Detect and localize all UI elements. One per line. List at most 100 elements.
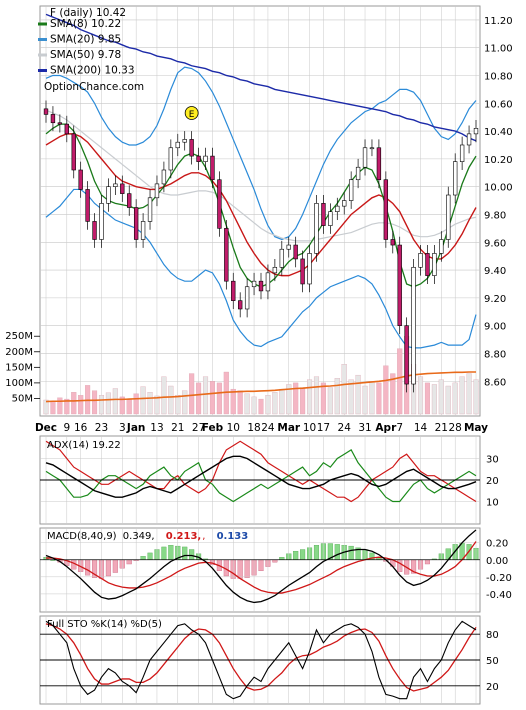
volume-bar xyxy=(50,401,56,415)
candle-body xyxy=(279,248,284,268)
volume-bar xyxy=(459,376,465,415)
date-tick-label: 14 xyxy=(414,422,428,434)
macd-histogram-bar xyxy=(334,544,340,560)
volume-bar xyxy=(57,397,63,415)
panel-tick-label: 0.00 xyxy=(486,556,508,567)
candle-body xyxy=(411,266,416,385)
bollinger-lower-line xyxy=(45,188,477,349)
candle-body xyxy=(92,221,97,240)
date-tick-label: 18 xyxy=(247,422,260,434)
volume-bar xyxy=(126,398,132,415)
macd-histogram-bar xyxy=(258,559,264,572)
volume-bar xyxy=(237,390,243,415)
macd-histogram-bar xyxy=(313,545,320,560)
volume-bar xyxy=(147,392,153,415)
price-tick-label: 10.40 xyxy=(484,127,513,138)
volume-bar xyxy=(230,388,236,415)
macd-histogram-bar xyxy=(293,551,299,560)
volume-bar xyxy=(313,376,320,415)
macd-histogram-bar xyxy=(105,559,111,577)
macd-histogram-bar xyxy=(147,552,153,560)
candle-body xyxy=(140,221,146,240)
candle-body xyxy=(78,169,83,190)
price-tick-label: 10.80 xyxy=(484,71,513,82)
volume-tick-label: 50M xyxy=(12,393,33,404)
date-tick-label: 21 xyxy=(171,422,184,434)
panel-tick-label: 50 xyxy=(486,656,499,667)
macd-histogram-bar xyxy=(182,546,188,560)
candle-body xyxy=(50,114,56,124)
price-panel: 11.20 11.00 10.80 10.60 10.40 10.20 10.00 9.80 9… xyxy=(5,5,513,417)
volume-bar xyxy=(348,379,354,415)
panel-tick-label: 30 xyxy=(486,455,499,466)
adx-panel: 30 20 10 ADX(14) 19.22 xyxy=(39,435,499,525)
stochastic-d-line xyxy=(45,623,477,692)
volume-bar xyxy=(424,382,430,415)
volume-axis: 250M 200M 150M 100M 50M xyxy=(5,331,40,404)
macd-value: 0.349, xyxy=(123,531,155,542)
candle-body xyxy=(439,239,444,254)
candle-body xyxy=(307,253,312,285)
candle-body xyxy=(369,147,375,150)
volume-bar xyxy=(92,390,98,415)
date-tick-label: 3 xyxy=(119,422,126,434)
price-tick-label: 10.20 xyxy=(484,155,513,166)
macd-histogram-bar xyxy=(424,559,430,565)
source-label: OptionChance.com xyxy=(44,81,144,93)
date-tick-label: 7 xyxy=(396,422,403,434)
candle-body xyxy=(328,211,333,226)
volume-bar xyxy=(140,386,146,415)
date-tick-label: 24 xyxy=(338,422,352,434)
candlesticks xyxy=(43,100,479,393)
date-tick-label: 28 xyxy=(449,422,462,434)
volume-bar xyxy=(64,398,70,415)
candle-body xyxy=(71,133,76,171)
candle-body xyxy=(453,161,458,196)
price-tick-label: 9.40 xyxy=(484,266,506,277)
macd-hist-value: 0.133 xyxy=(217,531,249,542)
date-tick-label: 31 xyxy=(358,422,371,434)
candle-body xyxy=(446,194,451,240)
legend-item-label: SMA(200) 10.33 xyxy=(50,65,135,77)
panel-tick-label: 0.20 xyxy=(486,539,508,550)
volume-bar xyxy=(431,384,437,415)
price-tick-label: 9.80 xyxy=(484,210,506,221)
volume-tick-label: 200M xyxy=(5,347,33,358)
candle-body xyxy=(210,155,215,181)
volume-bar xyxy=(473,379,479,415)
candle-body xyxy=(473,128,479,135)
candle-body xyxy=(404,325,409,385)
candle-body xyxy=(383,179,389,240)
candle-body xyxy=(113,183,118,187)
volume-bar xyxy=(383,365,389,415)
candle-body xyxy=(85,189,90,222)
macd-histogram-bar xyxy=(300,549,306,560)
volume-bar xyxy=(390,373,396,415)
macd-histogram-bar xyxy=(244,559,250,578)
adx-line xyxy=(45,455,477,498)
candle-body xyxy=(418,253,423,268)
candle-body xyxy=(321,203,326,226)
candle-body xyxy=(238,300,243,310)
volume-bar xyxy=(209,381,215,415)
date-tick-label: Mar xyxy=(277,422,301,434)
volume-bar xyxy=(202,376,209,415)
volume-bar xyxy=(293,382,299,415)
date-tick-label: 10 xyxy=(303,422,316,434)
volume-bar xyxy=(265,395,271,415)
candle-body xyxy=(293,244,298,260)
stochastic-label: Full STO %K(14) %D(5) xyxy=(47,619,162,630)
volume-bar xyxy=(244,393,250,415)
volume-bar xyxy=(78,395,84,415)
volume-bar xyxy=(362,385,368,415)
volume-bar xyxy=(334,378,340,415)
date-tick-label: Apr xyxy=(375,422,397,434)
legend-item-label: SMA(20) 9.85 xyxy=(50,34,121,46)
volume-bar xyxy=(397,348,403,415)
macd-signal-line xyxy=(46,541,477,594)
candle-body xyxy=(355,166,361,181)
volume-bar xyxy=(119,396,125,415)
candle-body xyxy=(466,133,472,146)
price-indicator-lines xyxy=(45,13,477,349)
